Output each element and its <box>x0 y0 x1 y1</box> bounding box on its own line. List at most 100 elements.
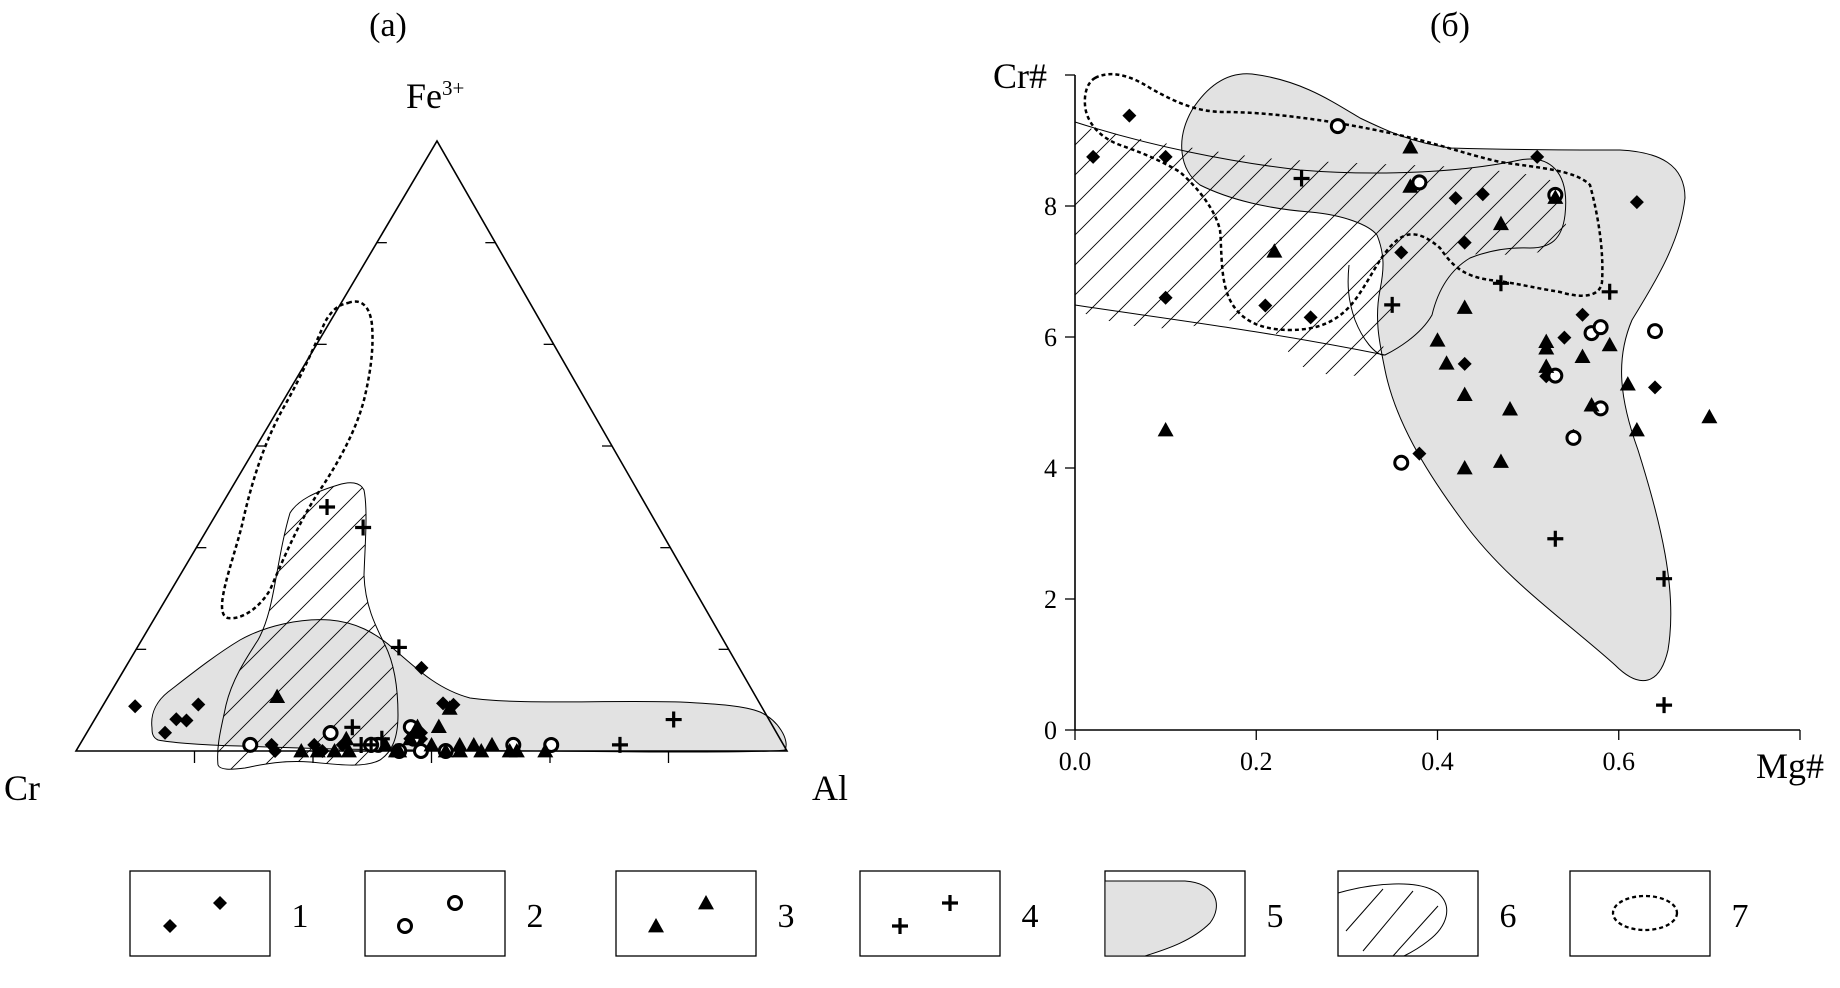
hatch-line <box>217 482 398 770</box>
scatter-point-circle <box>1393 454 1410 471</box>
scatter-point-diamond <box>1303 310 1318 325</box>
ternary-point-diamond <box>191 697 206 712</box>
legend-item-6: 6 <box>1337 870 1517 957</box>
legend-box <box>129 870 271 957</box>
hatch-line <box>1392 905 1439 957</box>
vertex-top-label: Fe3+ <box>406 76 464 116</box>
legend-triangle-icon <box>698 895 714 910</box>
hatch-line <box>249 482 398 770</box>
ternary-point-diamond <box>169 712 184 727</box>
y-tick-label: 0 <box>1044 716 1057 745</box>
scatter-point-diamond <box>1158 290 1173 305</box>
legend-number: 2 <box>527 898 544 935</box>
ternary-point-diamond <box>128 699 143 714</box>
hatch-line <box>1075 125 1151 377</box>
y-tick-label: 6 <box>1044 323 1057 352</box>
ternary-point-diamond <box>179 713 194 728</box>
scatter-point-triangle <box>1492 453 1509 468</box>
scatter-point-triangle <box>1502 401 1518 416</box>
ternary-point-triangle <box>430 718 447 733</box>
scatter-point-triangle <box>1547 189 1564 204</box>
hatched-field-icon <box>1337 883 1448 957</box>
gray-field-a <box>151 619 787 753</box>
scatter-point-triangle <box>1266 243 1283 258</box>
scatter-point-triangle <box>1456 460 1473 475</box>
hatch-line <box>219 482 398 770</box>
hatch-line <box>217 482 398 770</box>
x-tick-label: 0.0 <box>1059 747 1092 776</box>
scatter-plot: 0.0 0.2 0.4 0.6 0 2 4 6 8 Cr# Mg# <box>780 56 1824 786</box>
legend-box <box>1337 870 1479 957</box>
scatter-point-diamond <box>1648 380 1662 395</box>
ternary-point-triangle <box>402 730 419 746</box>
legend-number: 1 <box>292 898 309 935</box>
scatter-point-circle <box>1565 429 1582 446</box>
scatter-point-diamond <box>1557 330 1572 345</box>
x-tick-label: 0.6 <box>1603 747 1636 776</box>
ternary-point-triangle <box>473 743 490 758</box>
ternary-point-triangle <box>437 743 454 758</box>
legend-diamond-icon <box>213 896 227 910</box>
hatch-line <box>217 482 351 770</box>
hatch-line <box>780 100 1060 380</box>
vertex-left-label: Cr <box>4 768 40 808</box>
legend-item-5: 5 <box>1104 870 1284 957</box>
hatch-line <box>1075 125 1211 377</box>
scatter-point-plus <box>1656 697 1673 714</box>
scatter-point-triangle <box>1538 333 1555 348</box>
scatter-point-circle <box>1647 323 1663 340</box>
ternary-point-circle <box>242 736 259 753</box>
ternary-point-circle <box>322 725 339 742</box>
scatter-point-diamond <box>1575 307 1590 322</box>
x-axis-label: Mg# <box>1756 746 1824 786</box>
hatch-line <box>1075 125 1181 377</box>
scatter-point-diamond <box>1448 191 1463 206</box>
legend-box <box>364 870 506 957</box>
ternary-point-triangle <box>441 700 458 715</box>
ternary-point-plus <box>665 711 682 728</box>
scatter-point-plus <box>1601 283 1618 300</box>
ternary-point-triangle <box>387 743 404 758</box>
scatter-point-triangle <box>1574 348 1591 364</box>
scatter-point-diamond <box>1394 245 1409 260</box>
scatter-point-triangle <box>1456 386 1473 402</box>
scatter-point-diamond <box>1530 149 1545 164</box>
scatter-point-triangle <box>1429 332 1446 347</box>
scatter-point-triangle <box>1701 408 1718 424</box>
scatter-point-diamond <box>1258 298 1273 313</box>
ternary-point-triangle <box>269 688 286 704</box>
legend: 1 2 3 4 5 6 7 <box>129 870 1749 957</box>
ternary-point-plus <box>353 736 370 753</box>
legend-box <box>1569 870 1711 957</box>
dotted-field-a <box>220 300 374 620</box>
ternary-point-plus <box>373 730 390 747</box>
scatter-point-triangle <box>1628 422 1645 437</box>
scatter-point-triangle <box>1438 355 1455 370</box>
ternary-point-plus <box>611 736 628 753</box>
ternary-point-diamond <box>268 744 283 758</box>
scatter-point-diamond <box>1457 356 1472 371</box>
vertex-right-label: Al <box>812 768 848 808</box>
scatter-point-triangle <box>1492 215 1509 231</box>
scatter-point-diamond <box>1412 446 1427 461</box>
legend-box <box>615 870 757 957</box>
ternary-point-triangle <box>293 743 310 758</box>
legend-item-1: 1 <box>129 870 309 957</box>
scatter-point-diamond <box>1475 187 1490 202</box>
ternary-point-triangle <box>340 743 357 758</box>
ternary-frame <box>74 139 789 752</box>
scatter-point-triangle <box>1402 178 1419 193</box>
legend-circle-icon <box>397 918 413 934</box>
scatter-point-plus <box>1656 570 1673 587</box>
scatter-point-plus <box>1547 530 1564 547</box>
hatch-line <box>339 482 398 770</box>
scatter-point-plus <box>1384 296 1401 313</box>
scatter-point-triangle <box>1583 397 1600 412</box>
y-axis-label: Cr# <box>993 56 1047 96</box>
ternary-point-triangle <box>409 718 426 733</box>
panel-b-label: (б) <box>1430 7 1470 44</box>
scatter-points <box>1086 108 1718 714</box>
ternary-point-triangle <box>326 743 343 758</box>
gray-field-icon <box>1104 880 1217 957</box>
